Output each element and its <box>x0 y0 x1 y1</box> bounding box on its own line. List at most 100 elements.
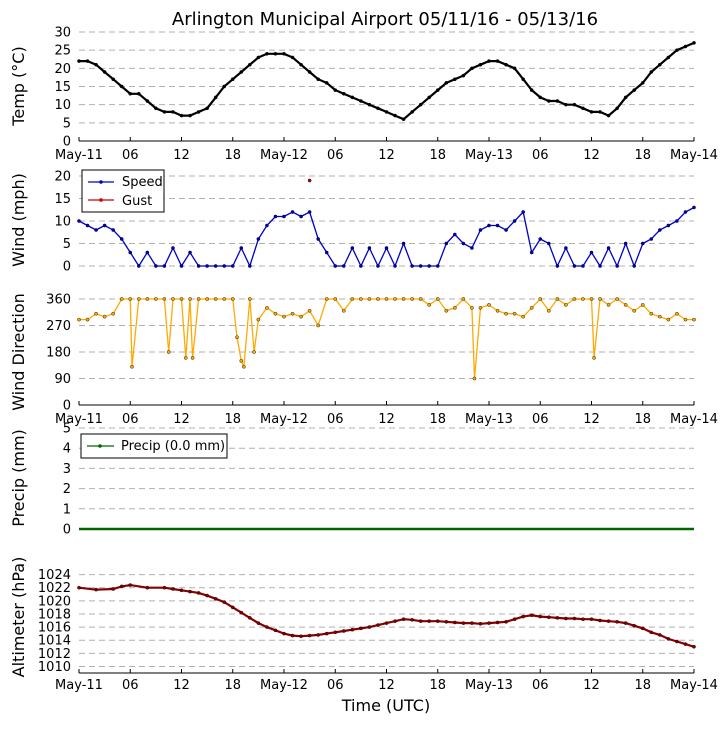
temperature-temp-point <box>512 66 517 71</box>
temperature-temp-point <box>282 52 286 56</box>
altimeter-altimeter-point <box>606 619 611 623</box>
altimeter-altimeter-point <box>359 626 363 631</box>
wind-direction-direction-point <box>589 297 594 301</box>
wind-speed-point <box>376 264 380 268</box>
temperature-temp-point <box>453 77 457 82</box>
wind-direction-direction-point <box>166 350 171 354</box>
wind-direction-ytick-label: 0 <box>63 399 71 414</box>
temperature-temp-point <box>606 113 611 118</box>
temperature-temp-point <box>564 102 568 107</box>
wind-speed-point <box>521 210 525 214</box>
altimeter-altimeter-point <box>119 584 124 589</box>
wind-speed-point <box>119 237 124 241</box>
wind-direction-direction-point <box>623 303 628 307</box>
temperature-temp-point <box>640 81 645 85</box>
altimeter-altimeter-point <box>324 631 329 636</box>
altimeter-altimeter-point <box>265 625 269 629</box>
wind-speed-point <box>239 246 244 250</box>
temperature-temp-point <box>598 110 602 114</box>
wind-direction-direction-point <box>495 308 500 313</box>
altimeter-xtick-label: 18 <box>224 678 241 693</box>
wind-speed-point <box>384 246 389 250</box>
wind-direction-direction-point <box>683 317 688 322</box>
temperature-ytick-label: 15 <box>54 80 71 95</box>
wind-direction-xtick-label: 06 <box>327 412 344 427</box>
wind-direction-xtick-label: 06 <box>122 412 139 427</box>
altimeter-altimeter-point <box>290 633 295 638</box>
temperature-temp-point <box>119 84 124 89</box>
temperature-xtick-label: May-13 <box>465 148 513 163</box>
altimeter-xtick-label: 06 <box>122 678 139 693</box>
temperature-temp-point <box>350 95 355 100</box>
wind-speed-point <box>649 237 654 241</box>
wind-direction-direction-point <box>85 317 90 322</box>
temperature-xtick-label: 06 <box>122 148 139 163</box>
wind-direction-direction-point <box>242 364 246 369</box>
wind-gust-point <box>307 178 312 183</box>
altimeter-altimeter-point <box>376 623 380 627</box>
wind-speed-point <box>410 264 414 268</box>
wind-speed-point <box>512 219 517 223</box>
wind-speed-point <box>658 228 662 232</box>
wind-speed-point <box>290 210 295 214</box>
wind-direction-direction-point <box>504 311 508 316</box>
temperature-temp-point <box>136 91 141 96</box>
temperature-temp-point <box>478 62 483 67</box>
altimeter-altimeter-point <box>256 621 261 625</box>
altimeter-altimeter-point <box>564 616 568 621</box>
wind-direction-direction-point <box>666 317 671 322</box>
altimeter-ytick-label: 1024 <box>38 568 71 583</box>
wind-direction-direction-point <box>546 308 551 313</box>
wind-direction-xtick-label: May-12 <box>260 412 308 427</box>
wind-direction-direction-point <box>235 335 239 340</box>
wind-speed-point <box>111 228 115 232</box>
altimeter-ylabel: Altimeter (hPa) <box>9 557 28 678</box>
legend-precip-label: Precip (0.0 mm) <box>121 439 225 454</box>
altimeter-altimeter-point <box>478 621 483 626</box>
wind-direction-direction-point <box>598 297 602 301</box>
temperature-temp-point <box>162 110 167 114</box>
temperature-temp-point <box>666 55 671 60</box>
wind-speed-point <box>222 264 227 268</box>
wind-direction-xtick-label: 18 <box>224 412 241 427</box>
altimeter-altimeter-point <box>282 631 286 636</box>
temp-series-line <box>79 41 695 121</box>
temperature-temp-point <box>307 70 312 74</box>
temperature-temp-point <box>85 59 90 63</box>
wind-speed-point <box>589 250 594 255</box>
wind-direction-direction-point <box>248 297 252 301</box>
wind-direction-direction-point <box>324 297 329 301</box>
temperature-temp-point <box>367 102 372 107</box>
wind-speed-point <box>94 228 98 232</box>
wind-direction-direction-point <box>111 311 115 316</box>
temperature-temp-point <box>102 70 107 74</box>
altimeter-altimeter-point <box>521 614 525 619</box>
wind-speed-point <box>145 250 150 255</box>
altimeter-ytick-label: 1012 <box>38 647 71 662</box>
temperature-temp-point <box>171 110 175 114</box>
temperature-temp-point <box>692 41 696 45</box>
wind-speed-point <box>248 264 252 268</box>
wind-direction-direction-point <box>350 297 355 301</box>
temperature-temp-point <box>196 110 201 114</box>
wind-speed-point <box>529 250 534 255</box>
altimeter-altimeter-point <box>205 593 209 598</box>
wind-direction-direction-point <box>183 356 188 360</box>
wind-direction-ytick-label: 180 <box>46 346 71 361</box>
temperature-xtick-label: 12 <box>378 148 395 163</box>
wind-ytick-label: 15 <box>54 192 71 207</box>
wind-speed-point <box>435 264 440 268</box>
wind-direction-direction-point <box>128 297 133 301</box>
wind-direction-xtick-label: 12 <box>173 412 190 427</box>
altimeter-altimeter-point <box>248 616 252 620</box>
wind-speed-point <box>581 264 585 268</box>
wind-speed-point <box>487 223 491 228</box>
wind-direction-direction-point <box>649 311 654 316</box>
wind-ylabel: Wind (mph) <box>9 173 28 267</box>
temperature-temp-point <box>623 95 628 100</box>
precip-ytick-label: 5 <box>63 422 71 437</box>
altimeter-altimeter-point <box>632 623 637 628</box>
wind-direction-direction-point <box>487 303 491 307</box>
wind-speed-point <box>299 214 303 219</box>
